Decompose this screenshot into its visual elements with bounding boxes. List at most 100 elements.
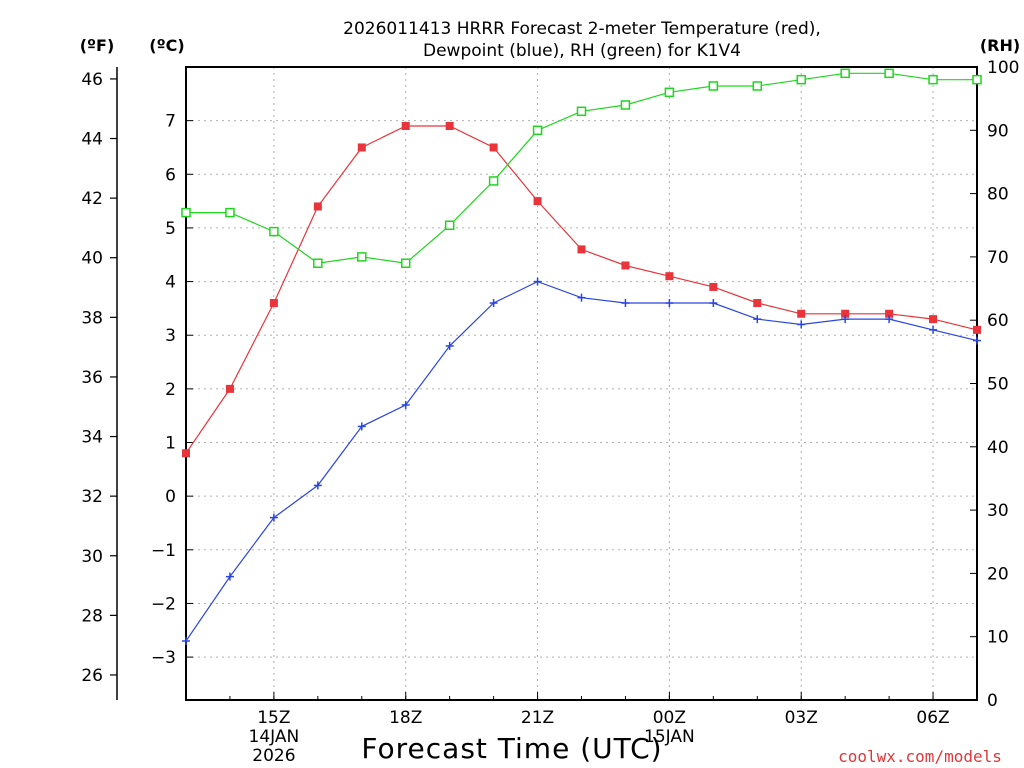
rh-series bbox=[181, 68, 982, 268]
temperature-point bbox=[929, 315, 938, 324]
rh-point bbox=[444, 220, 455, 230]
temperature-point bbox=[357, 143, 366, 152]
date-label: 15JAN bbox=[644, 727, 695, 747]
dewpoint-point bbox=[182, 636, 190, 645]
rh-point bbox=[532, 125, 543, 136]
fahrenheit-tick-label: 26 bbox=[81, 666, 103, 686]
dewpoint-point bbox=[797, 320, 806, 329]
dewpoint-point bbox=[401, 400, 410, 409]
temperature-point bbox=[313, 202, 322, 211]
celsius-tick-label: 4 bbox=[165, 273, 176, 293]
rh-tick-label: 70 bbox=[987, 248, 1009, 268]
rh-tick-label: 100 bbox=[987, 58, 1019, 78]
rh-tick-label: 20 bbox=[987, 564, 1009, 584]
temperature-point bbox=[445, 122, 454, 131]
temperature-point bbox=[401, 122, 410, 131]
fahrenheit-tick-label: 34 bbox=[81, 428, 103, 448]
rh-tick-label: 30 bbox=[987, 501, 1009, 521]
rh-tick-label: 80 bbox=[987, 185, 1009, 205]
celsius-tick-label: 0 bbox=[165, 487, 176, 507]
dewpoint-point bbox=[753, 315, 762, 324]
celsius-unit-label: (ºC) bbox=[149, 36, 184, 55]
temperature-point bbox=[753, 299, 762, 308]
temperature-point bbox=[621, 261, 630, 270]
rh-tick-label: 0 bbox=[987, 691, 998, 711]
fahrenheit-unit-label: (ºF) bbox=[80, 36, 115, 55]
rh-point bbox=[576, 106, 587, 117]
rh-point bbox=[928, 74, 938, 85]
celsius-tick-label: 5 bbox=[165, 219, 176, 239]
rh-tick-label: 10 bbox=[987, 628, 1009, 648]
time-tick-label: 03Z bbox=[785, 708, 818, 728]
dewpoint-point bbox=[885, 315, 894, 324]
time-tick-label: 00Z bbox=[653, 708, 686, 728]
rh-point bbox=[269, 226, 279, 237]
celsius-tick-label: −1 bbox=[151, 541, 176, 561]
rh-tick-label: 40 bbox=[987, 438, 1009, 458]
dewpoint-point bbox=[973, 336, 981, 345]
celsius-tick-label: 6 bbox=[165, 165, 176, 185]
dewpoint-point bbox=[269, 513, 278, 522]
temperature-series bbox=[182, 122, 981, 458]
tick-labels: −3−2−10123456726283032343638404244460102… bbox=[81, 58, 1019, 766]
fahrenheit-tick-label: 30 bbox=[81, 547, 103, 567]
temperature-point bbox=[489, 143, 498, 152]
rh-point bbox=[840, 68, 850, 79]
rh-point bbox=[313, 258, 323, 268]
rh-tick-label: 60 bbox=[987, 311, 1009, 331]
temperature-point bbox=[797, 309, 806, 318]
rh-point bbox=[357, 252, 367, 262]
dewpoint-point bbox=[225, 572, 234, 581]
dewpoint-point bbox=[665, 299, 674, 308]
dewpoint-series bbox=[182, 277, 981, 645]
rh-point bbox=[664, 87, 675, 98]
temperature-point bbox=[577, 245, 586, 254]
time-tick-label: 21Z bbox=[521, 708, 554, 728]
temperature-point bbox=[665, 272, 674, 281]
dewpoint-point bbox=[489, 299, 498, 308]
dewpoint-point bbox=[929, 325, 938, 334]
temperature-point bbox=[225, 384, 234, 393]
rh-point bbox=[488, 176, 499, 186]
celsius-tick-label: 1 bbox=[165, 434, 176, 454]
celsius-tick-label: 3 bbox=[165, 326, 176, 346]
rh-point bbox=[181, 207, 191, 218]
chart-title-line-1: 2026011413 HRRR Forecast 2-meter Tempera… bbox=[343, 19, 821, 39]
rh-tick-label: 90 bbox=[987, 121, 1009, 141]
celsius-tick-label: 2 bbox=[165, 380, 176, 400]
credit-link[interactable]: coolwx.com/models bbox=[838, 747, 1002, 766]
temperature-point bbox=[841, 309, 850, 318]
celsius-tick-label: −2 bbox=[151, 594, 176, 614]
data-series bbox=[181, 68, 982, 645]
dewpoint-point bbox=[445, 341, 454, 350]
dewpoint-point bbox=[621, 299, 630, 308]
date-label: 14JAN bbox=[249, 727, 300, 747]
chart-title-line-2: Dewpoint (blue), RH (green) for K1V4 bbox=[423, 41, 741, 61]
time-tick-label: 06Z bbox=[916, 708, 949, 728]
fahrenheit-tick-label: 32 bbox=[81, 487, 103, 507]
temperature-point bbox=[973, 325, 981, 334]
temperature-point bbox=[182, 449, 190, 458]
x-axis-label: Forecast Time (UTC) bbox=[361, 732, 662, 765]
fahrenheit-tick-label: 38 bbox=[81, 308, 103, 328]
temperature-point bbox=[709, 282, 718, 291]
time-tick-label: 15Z bbox=[257, 708, 290, 728]
celsius-tick-label: −3 bbox=[151, 648, 176, 668]
dewpoint-point bbox=[357, 422, 366, 431]
dewpoint-point bbox=[313, 481, 322, 490]
rh-point bbox=[796, 74, 806, 85]
rh-unit-label: (RH) bbox=[980, 36, 1020, 55]
rh-point bbox=[884, 68, 894, 79]
dewpoint-point bbox=[533, 277, 542, 286]
temperature-point bbox=[885, 309, 894, 318]
rh-point bbox=[708, 81, 719, 91]
rh-point bbox=[400, 258, 411, 268]
fahrenheit-tick-label: 44 bbox=[81, 130, 103, 150]
celsius-tick-label: 7 bbox=[165, 112, 176, 132]
plot-frame bbox=[185, 66, 978, 701]
rh-point bbox=[752, 81, 763, 91]
temperature-point bbox=[533, 197, 542, 206]
rh-tick-label: 50 bbox=[987, 375, 1009, 395]
